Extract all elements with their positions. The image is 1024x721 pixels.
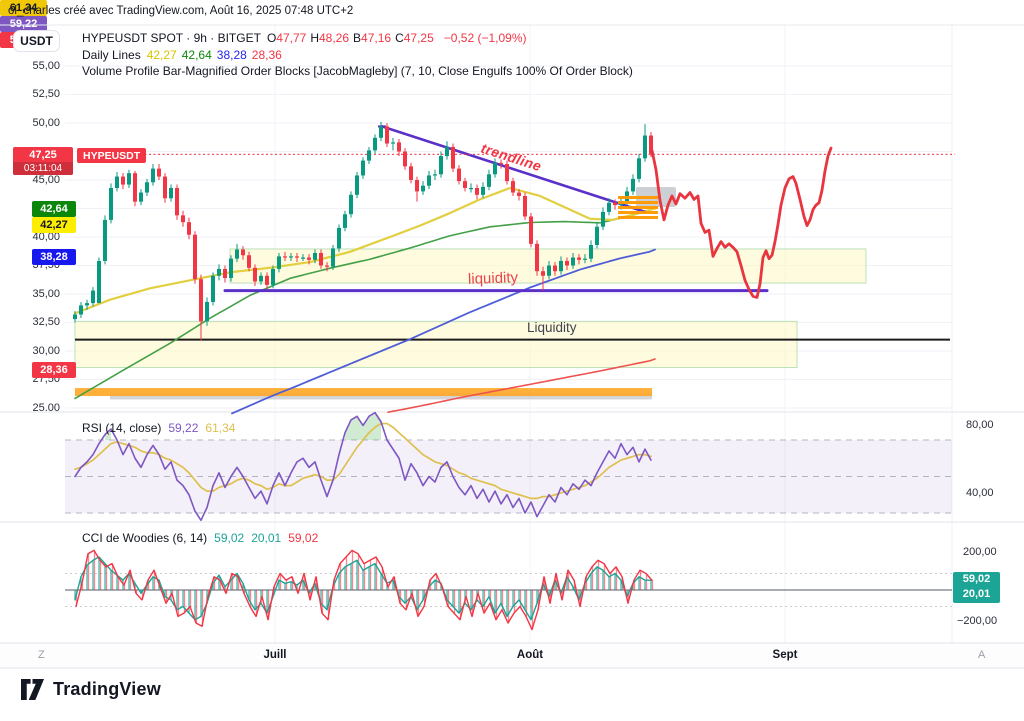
- symbol-title[interactable]: HYPEUSDT SPOT · 9h · BITGET: [82, 31, 261, 45]
- cci-title[interactable]: CCI de Woodies (6, 14): [82, 531, 208, 545]
- time-axis-month-Juill: Juill: [263, 649, 287, 661]
- legend-row-symbol[interactable]: HYPEUSDT SPOT · 9h · BITGET O47,77 H48,26…: [82, 31, 527, 45]
- rsi-title[interactable]: RSI (14, close): [82, 421, 162, 435]
- cci-teal-badge: 59,02 20,01: [953, 571, 1000, 603]
- tradingview-logo-text: TradingView: [53, 679, 161, 699]
- ohlc-values: O47,77 H48,26 B47,16 C47,25: [267, 31, 438, 45]
- legend-row-volume-profile[interactable]: Volume Profile Bar-Magnified Order Block…: [82, 64, 633, 78]
- price-axis-label-55-00: 55,00: [32, 59, 60, 72]
- liquidity-zone-label[interactable]: Liquidity: [527, 320, 577, 335]
- price-axis-label-35-00: 35,00: [32, 287, 60, 300]
- price-axis-label-32-50: 32,50: [32, 316, 60, 328]
- legend-row-daily-lines[interactable]: Daily Lines 42,27 42,64 38,28 28,36: [82, 48, 287, 62]
- price-axis-label-50-00: 50,00: [32, 116, 60, 129]
- daily-line-value: 28,36: [251, 48, 282, 62]
- level-badge-42-27: 42,27: [32, 217, 76, 233]
- price-axis-label-52-50: 52,50: [32, 88, 60, 100]
- ohlc-item-H: H48,26: [310, 31, 350, 45]
- cci-axis-minus-200: −200,00: [957, 615, 998, 627]
- time-axis-left-edge: Z: [38, 649, 45, 661]
- time-axis-month-Août: Août: [516, 649, 544, 661]
- daily-line-value: 38,28: [216, 48, 247, 62]
- rsi-ma-value: 61,34: [205, 421, 236, 435]
- change-value: −0,52 (−1,09%): [443, 31, 527, 45]
- tradingview-logo-icon: [21, 678, 44, 701]
- daily-line-value: 42,64: [181, 48, 212, 62]
- ohlc-item-B: B47,16: [353, 31, 392, 45]
- symbol-price-tag: HYPEUSDT: [77, 148, 147, 163]
- daily-line-value: 42,27: [146, 48, 177, 62]
- cci-axis-200: 200,00: [963, 546, 997, 558]
- price-axis-label-45-00: 45,00: [32, 173, 60, 186]
- rsi-value: 59,22: [168, 421, 199, 435]
- level-badge-38-28: 38,28: [32, 249, 76, 265]
- cci-value-2: 20,01: [251, 531, 282, 545]
- liquidity-annotation-label[interactable]: liquidity: [467, 269, 519, 288]
- tradingview-logo[interactable]: TradingView: [20, 678, 161, 701]
- cci-legend[interactable]: CCI de Woodies (6, 14) 59,02 20,01 59,02: [82, 531, 318, 545]
- currency-button[interactable]: USDT: [13, 30, 60, 52]
- price-axis-label-25-00: 25.00: [32, 401, 60, 414]
- rsi-badge: 59,22: [0, 16, 47, 32]
- rsi-ma-badge: 61,34: [0, 0, 47, 16]
- rsi-axis-80: 80,00: [966, 419, 994, 431]
- cci-teal-badge-value-1: 59,02: [962, 572, 991, 585]
- rsi-legend[interactable]: RSI (14, close) 59,22 61,34: [82, 421, 235, 435]
- time-axis-month-Sept: Sept: [772, 649, 798, 661]
- time-axis-right-edge: A: [978, 649, 986, 661]
- attribution: ol_charles créé avec TradingView.com, Ao…: [8, 5, 354, 17]
- level-badge-28-36: 28,36: [32, 362, 76, 378]
- bar-countdown: 03:11:04: [13, 161, 73, 175]
- volume-profile-label[interactable]: Volume Profile Bar-Magnified Order Block…: [82, 64, 633, 78]
- ohlc-item-C: C47,25: [395, 31, 434, 45]
- price-axis-label-40-00: 40,00: [32, 230, 60, 243]
- cci-value-1: 59,02: [214, 531, 245, 545]
- cci-teal-badge-value-2: 20,01: [962, 587, 991, 600]
- daily-lines-values: 42,27 42,64 38,28 28,36: [147, 48, 287, 62]
- last-price-badge: 47,25 03:11:04: [13, 147, 73, 175]
- last-price-value: 47,25: [29, 148, 57, 161]
- level-badge-42-64: 42,64: [32, 201, 76, 217]
- price-axis-label-30-00: 30,00: [32, 344, 60, 357]
- cci-value-3: 59,02: [288, 531, 319, 545]
- rsi-axis-40: 40,00: [966, 487, 994, 499]
- ohlc-item-O: O47,77: [266, 31, 307, 45]
- daily-lines-label[interactable]: Daily Lines: [82, 48, 141, 62]
